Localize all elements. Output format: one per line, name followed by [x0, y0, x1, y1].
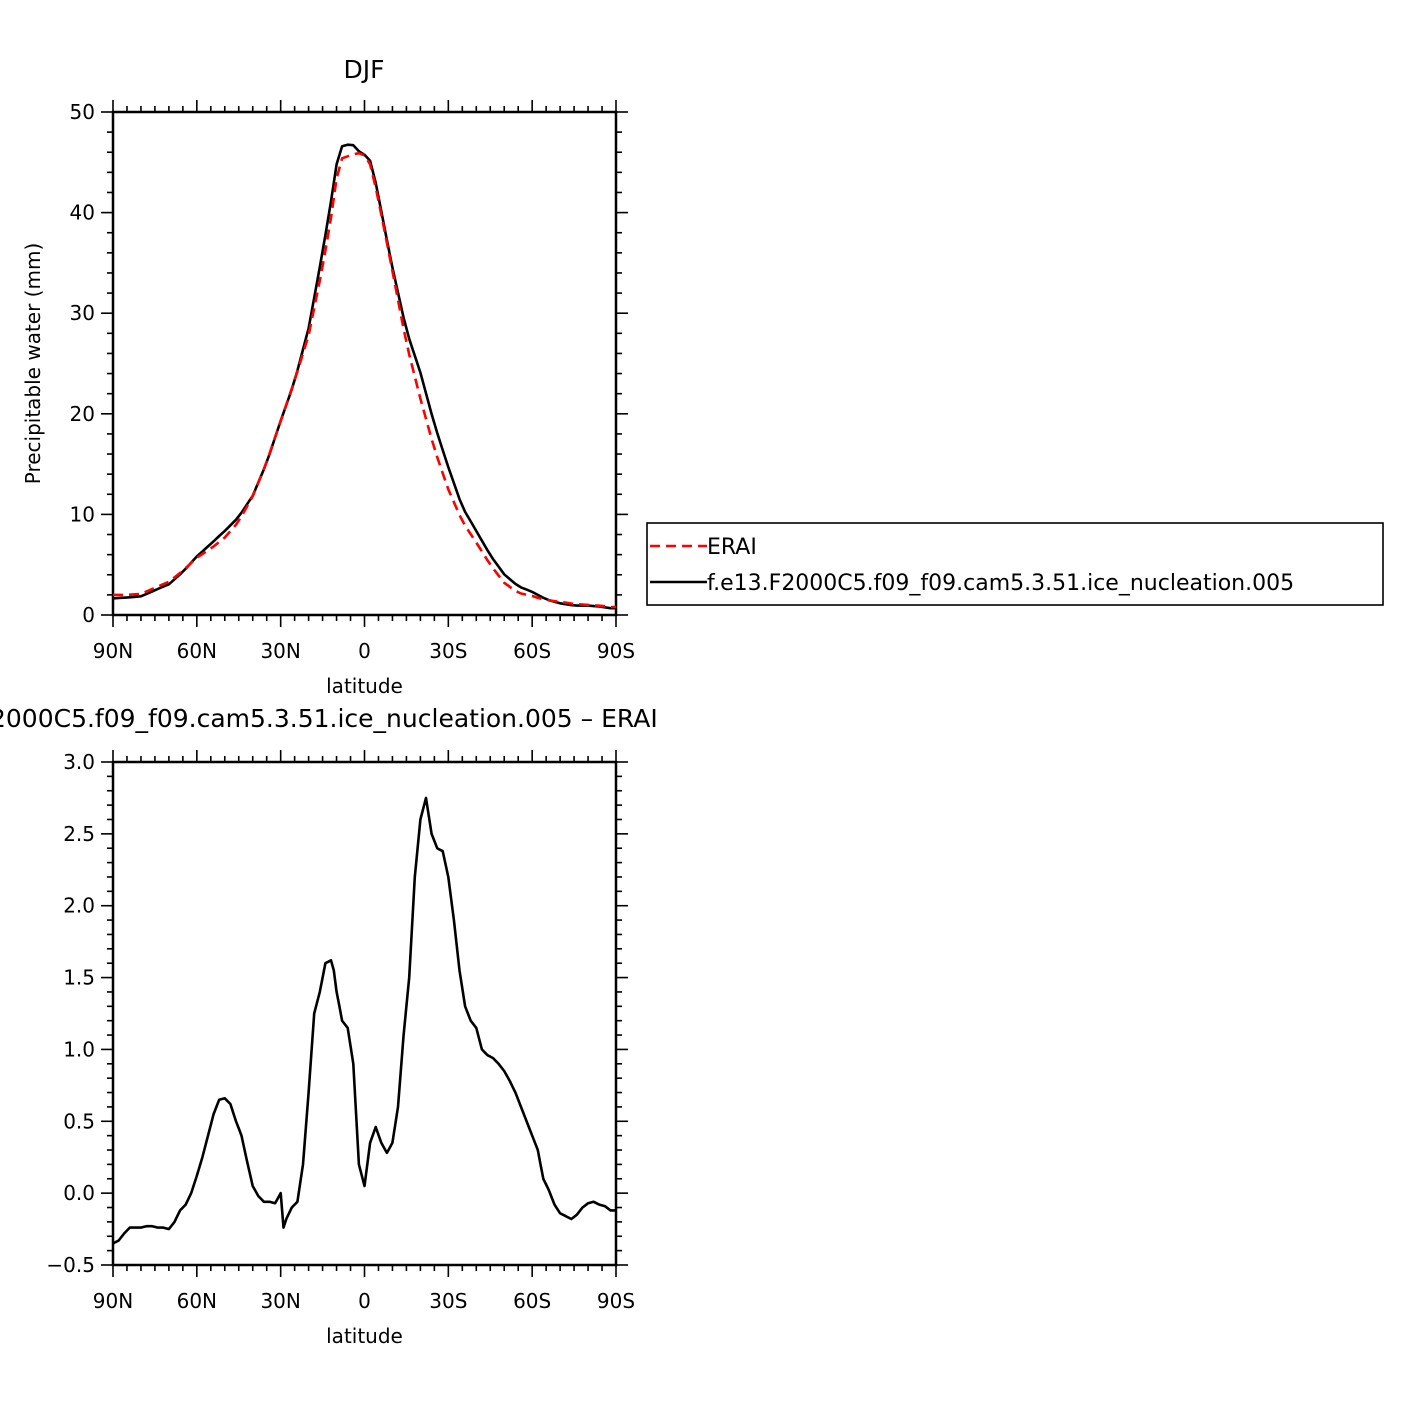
top-xtick-label: 90S [597, 639, 635, 663]
top-xtick-label: 60N [177, 639, 217, 663]
bottom-series-difference [113, 796, 616, 1245]
top-title: DJF [343, 55, 384, 84]
top-ytick-label: 10 [70, 502, 95, 526]
top-xtick-label: 30N [260, 639, 300, 663]
bottom-xtick-label: 90N [93, 1289, 133, 1313]
top-y-axis-title: Precipitable water (mm) [21, 243, 45, 485]
bottom-xtick-label: 60S [513, 1289, 551, 1313]
top-panel: 90N 60N 30N 0 30S 60S 90S 0 10 20 30 40 50 latitude Pr… [21, 55, 635, 698]
bottom-xtick-label: 30S [429, 1289, 467, 1313]
top-series-model [113, 143, 616, 610]
bottom-panel: 90N 60N 30N 0 30S 60S 90S −0.5 0.0 0.5 1.0 1.5 2.0 2.… [0, 704, 658, 1348]
bottom-xtick-label: 30N [260, 1289, 300, 1313]
top-xtick-label: 0 [358, 639, 371, 663]
bottom-xtick-label: 90S [597, 1289, 635, 1313]
top-ytick-label: 20 [70, 402, 95, 426]
top-xtick-label: 90N [93, 639, 133, 663]
bottom-ytick-label: −0.5 [46, 1253, 95, 1277]
legend-label-erai: ERAI [707, 535, 757, 560]
top-x-axis-title: latitude [326, 674, 403, 698]
bottom-ytick-label: 0.5 [63, 1109, 95, 1133]
bottom-plot-frame [111, 760, 618, 1267]
bottom-ytick-label: 3.0 [63, 750, 95, 774]
top-ytick-label: 40 [70, 201, 95, 225]
top-ytick-label: 50 [70, 100, 95, 124]
bottom-ytick-label: 0.0 [63, 1181, 95, 1205]
bottom-x-axis-title: latitude [326, 1324, 403, 1348]
bottom-xtick-label: 60N [177, 1289, 217, 1313]
bottom-ytick-label: 2.0 [63, 894, 95, 918]
bottom-ytick-label: 2.5 [63, 822, 95, 846]
bottom-title: 2000C5.f09_f09.cam5.3.51.ice_nucleation.… [0, 704, 658, 733]
top-plot-frame [111, 110, 618, 617]
top-ytick-label: 0 [82, 603, 95, 627]
legend-box [646, 522, 1384, 606]
top-xtick-label: 30S [429, 639, 467, 663]
legend: ERAI f.e13.F2000C5.f09_f09.cam5.3.51.ice_… [646, 522, 1384, 606]
bottom-ytick-label: 1.0 [63, 1037, 95, 1061]
top-series-erai [113, 151, 616, 609]
bottom-ytick-label: 1.5 [63, 966, 95, 990]
top-xtick-label: 60S [513, 639, 551, 663]
bottom-xtick-label: 0 [358, 1289, 371, 1313]
top-ytick-label: 30 [70, 301, 95, 325]
legend-label-model: f.e13.F2000C5.f09_f09.cam5.3.51.ice_nucl… [707, 571, 1294, 596]
